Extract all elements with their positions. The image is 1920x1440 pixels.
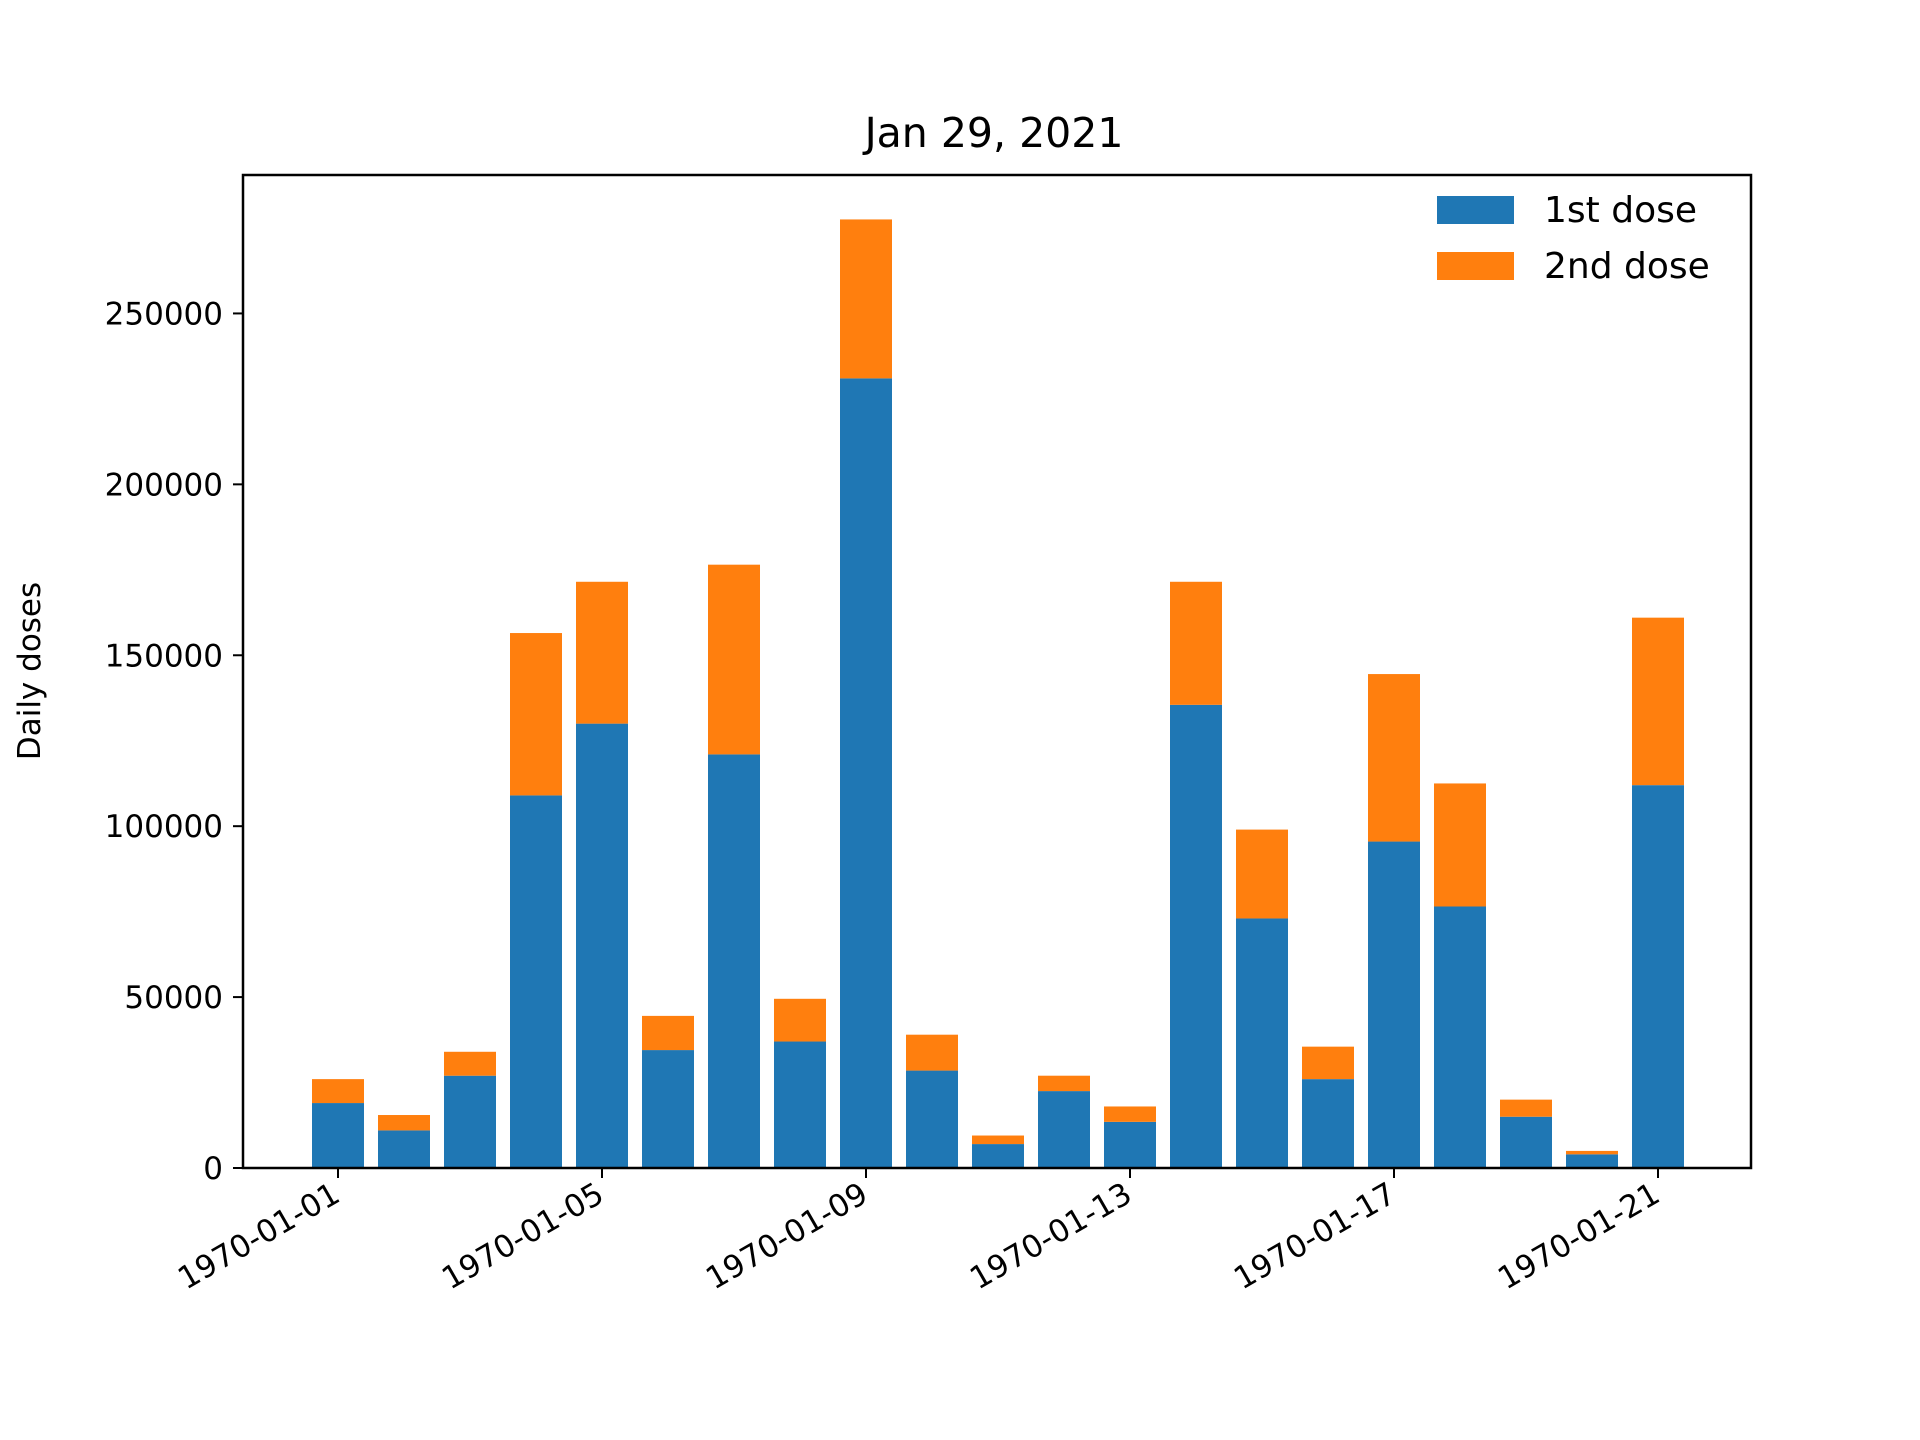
bar-second-dose-1970-01-04 [510, 633, 562, 796]
bar-second-dose-1970-01-09 [840, 219, 892, 379]
bars-layer [312, 219, 1684, 1169]
bar-second-dose-1970-01-02 [378, 1115, 430, 1131]
bar-second-dose-1970-01-06 [642, 1015, 694, 1051]
bar-second-dose-1970-01-03 [444, 1051, 496, 1076]
bar-first-dose-1970-01-14 [1170, 704, 1222, 1168]
x-tick-label: 1970-01-01 [172, 1176, 346, 1297]
chart-title: Jan 29, 2021 [862, 109, 1124, 157]
y-tick-label: 250000 [105, 296, 223, 332]
bar-second-dose-1970-01-14 [1170, 581, 1222, 705]
bar-first-dose-1970-01-12 [1038, 1091, 1090, 1168]
x-tick-label: 1970-01-21 [1492, 1176, 1666, 1297]
bar-first-dose-1970-01-09 [840, 378, 892, 1169]
bar-first-dose-1970-01-11 [972, 1144, 1024, 1168]
y-axis: 0 50000 100000 150000 200000 250000 [105, 296, 243, 1187]
bar-second-dose-1970-01-13 [1104, 1106, 1156, 1122]
y-tick-label: 0 [203, 1151, 223, 1187]
legend-swatch-second-dose [1437, 252, 1514, 280]
legend-label-second-dose: 2nd dose [1544, 246, 1710, 287]
legend-swatch-first-dose [1437, 196, 1514, 224]
bar-first-dose-1970-01-03 [444, 1075, 496, 1168]
bar-first-dose-1970-01-05 [576, 723, 628, 1168]
bar-second-dose-1970-01-11 [972, 1135, 1024, 1145]
bar-first-dose-1970-01-13 [1104, 1121, 1156, 1168]
bar-first-dose-1970-01-02 [378, 1130, 430, 1168]
bar-first-dose-1970-01-16 [1302, 1079, 1354, 1168]
legend-label-first-dose: 1st dose [1544, 190, 1697, 231]
bar-second-dose-1970-01-19 [1500, 1099, 1552, 1117]
bar-first-dose-1970-01-04 [510, 795, 562, 1168]
x-tick-label: 1970-01-05 [436, 1176, 610, 1297]
bar-second-dose-1970-01-10 [906, 1034, 958, 1071]
bar-first-dose-1970-01-18 [1434, 906, 1486, 1168]
bar-first-dose-1970-01-21 [1632, 785, 1684, 1168]
y-axis-label: Daily doses [12, 582, 48, 760]
bar-first-dose-1970-01-10 [906, 1070, 958, 1168]
y-tick-label: 200000 [105, 467, 223, 503]
bar-first-dose-1970-01-19 [1500, 1116, 1552, 1168]
bar-second-dose-1970-01-15 [1236, 829, 1288, 919]
bar-second-dose-1970-01-07 [708, 564, 760, 755]
bar-second-dose-1970-01-05 [576, 581, 628, 724]
bar-second-dose-1970-01-16 [1302, 1046, 1354, 1080]
x-tick-label: 1970-01-17 [1228, 1176, 1402, 1297]
bar-second-dose-1970-01-08 [774, 998, 826, 1042]
bar-first-dose-1970-01-17 [1368, 841, 1420, 1168]
bar-first-dose-1970-01-15 [1236, 918, 1288, 1168]
bar-second-dose-1970-01-17 [1368, 674, 1420, 842]
bar-second-dose-1970-01-20 [1566, 1150, 1618, 1155]
bar-second-dose-1970-01-21 [1632, 617, 1684, 786]
y-tick-label: 50000 [124, 980, 223, 1016]
bar-first-dose-1970-01-07 [708, 754, 760, 1168]
bar-first-dose-1970-01-06 [642, 1050, 694, 1168]
bar-second-dose-1970-01-18 [1434, 783, 1486, 907]
bar-first-dose-1970-01-20 [1566, 1154, 1618, 1168]
bar-second-dose-1970-01-01 [312, 1079, 364, 1104]
x-tick-label: 1970-01-13 [964, 1176, 1138, 1297]
y-tick-label: 150000 [105, 638, 223, 674]
x-tick-label: 1970-01-09 [700, 1176, 874, 1297]
plot-frame [241, 173, 1753, 1170]
bar-first-dose-1970-01-08 [774, 1041, 826, 1168]
bar-first-dose-1970-01-01 [312, 1103, 364, 1168]
x-axis: 1970-01-01 1970-01-05 1970-01-09 1970-01-13… [172, 1168, 1666, 1297]
legend: 1st dose 2nd dose [1437, 190, 1710, 287]
bar-second-dose-1970-01-12 [1038, 1075, 1090, 1092]
y-tick-label: 100000 [105, 809, 223, 845]
